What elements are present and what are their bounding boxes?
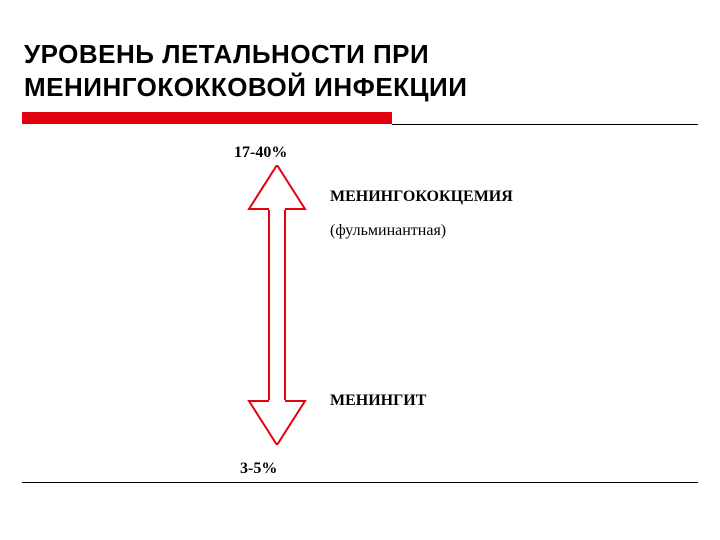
percent-bottom: 3-5%	[240, 460, 277, 478]
slide-title: УРОВЕНЬ ЛЕТАЛЬНОСТИ ПРИ МЕНИНГОКОККОВОЙ …	[24, 38, 467, 103]
divider-top	[392, 124, 698, 125]
disease-sub-label: (фульминантная)	[330, 222, 446, 240]
accent-bar	[22, 112, 392, 124]
title-line-1: УРОВЕНЬ ЛЕТАЛЬНОСТИ ПРИ	[24, 39, 429, 69]
title-line-2: МЕНИНГОКОККОВОЙ ИНФЕКЦИИ	[24, 72, 467, 102]
disease-top-label: МЕНИНГОКОКЦЕМИЯ	[330, 188, 513, 206]
double-arrow-icon	[246, 165, 308, 445]
disease-bottom-label: МЕНИНГИТ	[330, 392, 426, 410]
divider-bottom	[22, 482, 698, 483]
percent-top: 17-40%	[234, 144, 287, 162]
